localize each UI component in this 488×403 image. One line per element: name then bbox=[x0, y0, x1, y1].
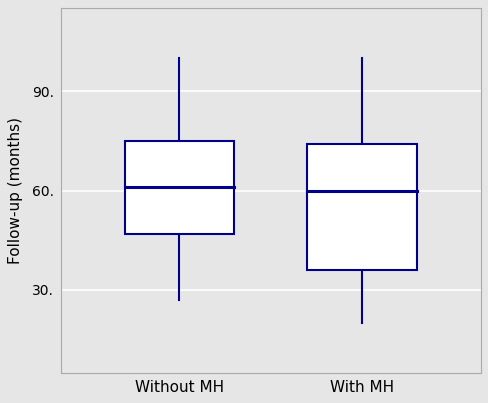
Y-axis label: Follow-up (months): Follow-up (months) bbox=[8, 117, 23, 264]
Bar bbox=[124, 141, 234, 234]
Bar bbox=[306, 144, 416, 270]
